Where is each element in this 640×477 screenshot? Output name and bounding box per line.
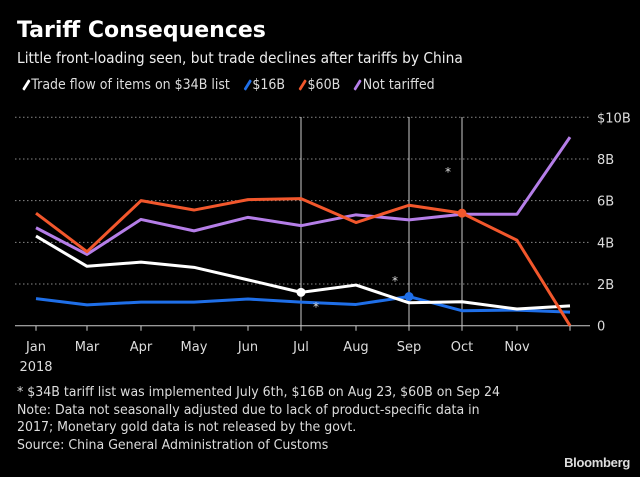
x-tick-label: Apr bbox=[130, 340, 153, 355]
chart-title: Tariff Consequences bbox=[17, 18, 266, 43]
legend-item-not-tariffed: Not tariffed bbox=[353, 77, 435, 93]
x-tick-label: Jan bbox=[25, 340, 46, 355]
legend-item-16b: $16B bbox=[243, 77, 286, 93]
y-tick-label: 2B bbox=[597, 278, 614, 293]
legend-item-60b: $60B bbox=[298, 77, 341, 93]
x-tick-label: Sep bbox=[397, 340, 422, 355]
footnotes: * $34B tariff list was implemented July … bbox=[17, 384, 501, 454]
legend-label: Not tariffed bbox=[362, 77, 435, 93]
series-marker-1 bbox=[404, 292, 414, 302]
asterisk-annotation: * bbox=[392, 274, 398, 288]
chart-subtitle: Little front-loading seen, but trade dec… bbox=[17, 49, 463, 67]
legend-label: $60B bbox=[307, 77, 341, 93]
x-tick-label: Mar bbox=[75, 340, 100, 355]
footnote-asterisk: * $34B tariff list was implemented July … bbox=[17, 384, 501, 400]
series-line-1 bbox=[35, 295, 571, 314]
x-tick-label: May bbox=[181, 340, 208, 355]
y-tick-label: 8B bbox=[597, 153, 614, 168]
x-tick-label: Jun bbox=[237, 340, 258, 355]
series-line-3 bbox=[35, 136, 572, 256]
legend: Trade flow of items on $34B list $16B $6… bbox=[22, 77, 435, 93]
y-tick-label: $10B bbox=[597, 111, 631, 126]
line-chart: 0 2B 4B 6B 8B $10B Jan Mar Apr May Jun Jul Aug Sep Oct… bbox=[15, 111, 631, 375]
bloomberg-logo: Bloomberg bbox=[564, 455, 630, 470]
legend-label: $16B bbox=[252, 77, 286, 93]
y-tick-label: 4B bbox=[597, 236, 614, 251]
asterisk-annotation: * bbox=[313, 300, 319, 314]
series-marker-0 bbox=[296, 287, 306, 297]
x-tick-label: Oct bbox=[451, 340, 473, 355]
x-tick-label: Nov bbox=[504, 340, 530, 355]
y-tick-label: 0 bbox=[597, 320, 605, 335]
legend-item-34b: Trade flow of items on $34B list bbox=[22, 77, 230, 93]
footnote-note: Note: Data not seasonally adjusted due t… bbox=[17, 401, 480, 436]
legend-label: Trade flow of items on $34B list bbox=[31, 77, 230, 93]
asterisk-annotation: * bbox=[445, 165, 451, 179]
x-tick-label: Aug bbox=[343, 340, 368, 355]
x-year-label: 2018 bbox=[19, 360, 52, 375]
y-tick-label: 6B bbox=[597, 195, 614, 210]
series-line-2 bbox=[35, 197, 572, 327]
x-tick-label: Jul bbox=[292, 340, 309, 355]
footnote-source: Source: China General Administration of … bbox=[17, 436, 329, 453]
series-marker-2 bbox=[457, 208, 467, 218]
series-line-0 bbox=[35, 234, 571, 311]
